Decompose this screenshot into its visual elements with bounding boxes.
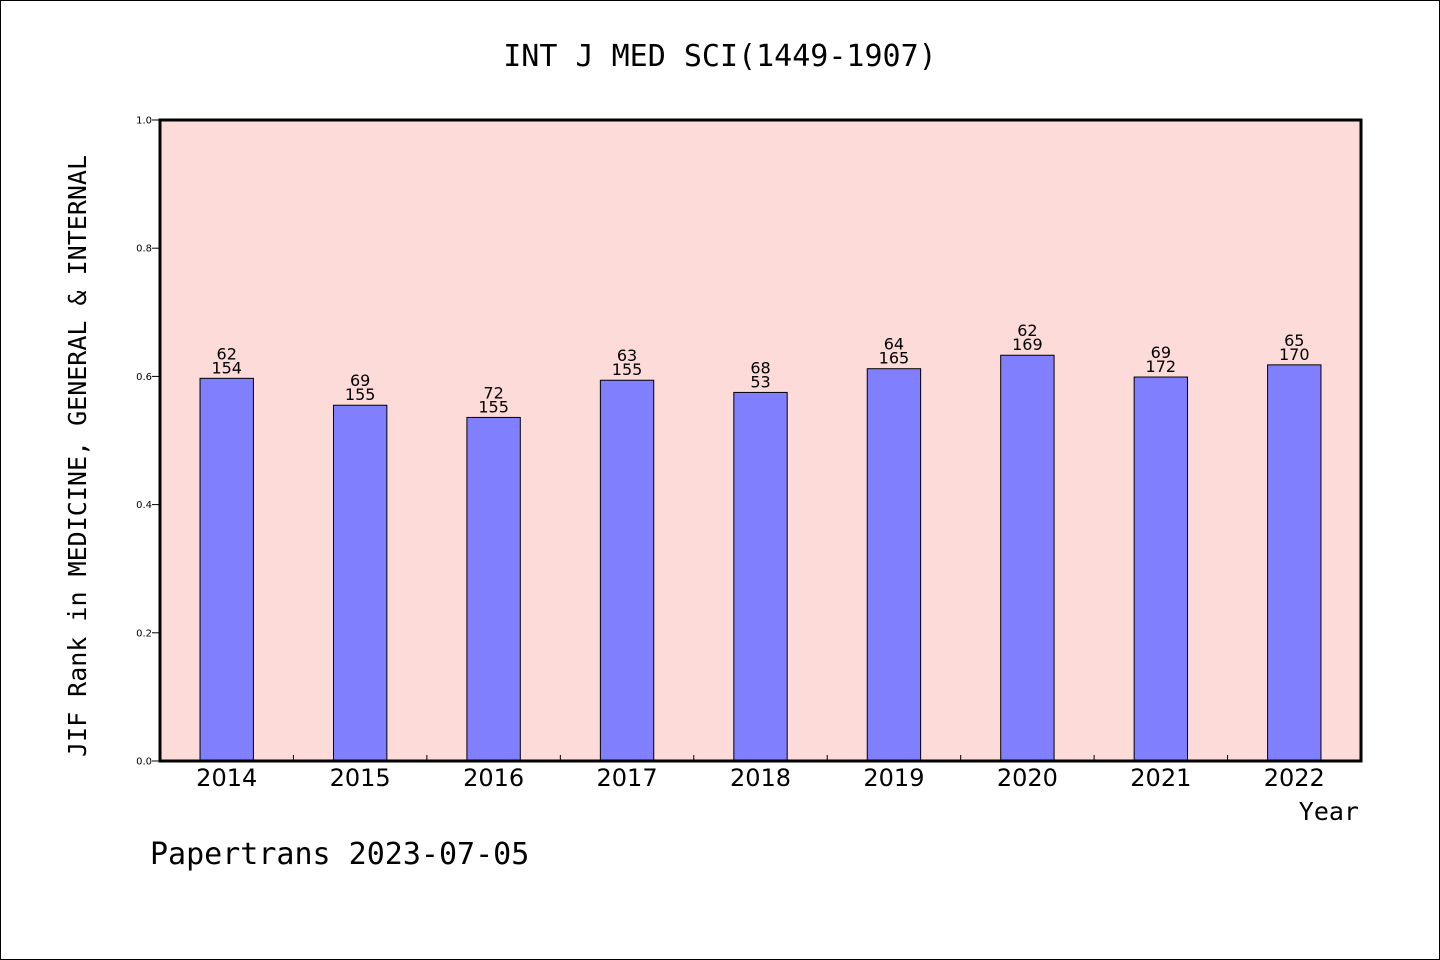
y-tick-label: 0.2 bbox=[136, 628, 152, 639]
bar-rank-label: 69 bbox=[350, 371, 370, 390]
bar bbox=[1133, 376, 1189, 762]
chart-title: INT J MED SCI(1449-1907) bbox=[503, 39, 936, 74]
bar-total-label: 154 bbox=[211, 358, 242, 377]
x-axis-label: Year bbox=[1299, 797, 1359, 826]
bar-rank-label: 72 bbox=[483, 383, 503, 402]
bar bbox=[866, 368, 922, 762]
bar-total-label: 169 bbox=[1012, 335, 1043, 354]
bar bbox=[733, 391, 788, 762]
bar-rank-label: 62 bbox=[1017, 321, 1037, 340]
bar bbox=[1267, 364, 1322, 762]
y-tick-label: 0.0 bbox=[136, 757, 152, 768]
bar-rank-label: 62 bbox=[217, 344, 237, 363]
footer-credit: Papertrans 2023-07-05 bbox=[150, 837, 529, 872]
plot-border bbox=[158, 118, 1363, 763]
x-tick-label: 2016 bbox=[463, 764, 524, 792]
bar bbox=[332, 404, 388, 762]
x-tick-label: 2014 bbox=[196, 764, 257, 792]
x-axis: 2014 2015 2016 2017 2018 2019 2020 2021 2022 bbox=[196, 755, 1325, 792]
x-tick-label: 2015 bbox=[330, 764, 391, 792]
bar-rank-label: 64 bbox=[884, 335, 904, 354]
bars-group bbox=[199, 354, 1322, 762]
bar-total-label: 155 bbox=[478, 397, 509, 416]
bar-total-label: 165 bbox=[879, 349, 910, 368]
bar-total-label: 172 bbox=[1146, 357, 1177, 376]
bar-total-label: 155 bbox=[612, 360, 643, 379]
x-tick-label: 2022 bbox=[1264, 764, 1325, 792]
bar bbox=[599, 379, 655, 762]
bar bbox=[1000, 354, 1055, 762]
bar-total-label: 155 bbox=[345, 385, 376, 404]
bar-rank-label: 63 bbox=[617, 346, 637, 365]
y-tick-label: 1.0 bbox=[136, 116, 152, 127]
y-axis-label: JIF Rank in MEDICINE, GENERAL & INTERNAL bbox=[63, 155, 92, 757]
bar bbox=[199, 377, 254, 762]
x-tick-label: 2017 bbox=[597, 764, 658, 792]
x-tick-label: 2021 bbox=[1130, 764, 1191, 792]
y-axis: 0.0 0.2 0.4 0.6 0.8 1.0 bbox=[136, 116, 160, 768]
bar-total-label: 53 bbox=[750, 372, 770, 391]
x-tick-label: 2019 bbox=[863, 764, 924, 792]
bar-rank-label: 68 bbox=[750, 358, 770, 377]
bar-rank-label: 69 bbox=[1151, 343, 1171, 362]
x-tick-label: 2020 bbox=[997, 764, 1058, 792]
x-tick-label: 2018 bbox=[730, 764, 791, 792]
bar-rank-label: 65 bbox=[1284, 331, 1304, 350]
bar-total-label: 170 bbox=[1279, 345, 1310, 364]
y-tick-label: 0.4 bbox=[136, 500, 152, 511]
bar bbox=[466, 416, 521, 762]
y-tick-label: 0.8 bbox=[136, 244, 152, 255]
y-tick-label: 0.6 bbox=[136, 372, 152, 383]
